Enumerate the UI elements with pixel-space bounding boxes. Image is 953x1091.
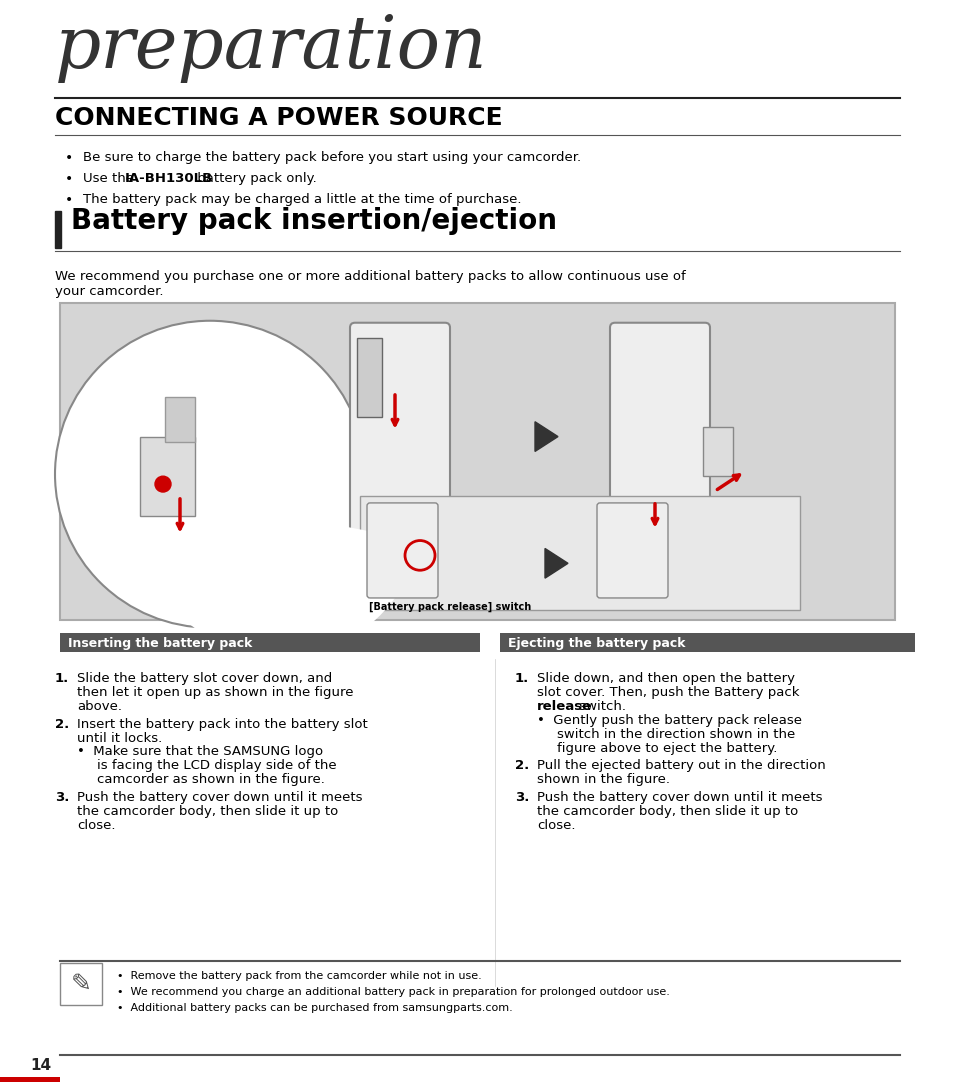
Text: Insert the battery pack into the battery slot: Insert the battery pack into the battery…	[77, 718, 367, 731]
Bar	[60, 963, 102, 1005]
Text: 3.: 3.	[515, 791, 529, 804]
Text: 3.: 3.	[55, 791, 70, 804]
Text: Slide down, and then open the battery: Slide down, and then open the battery	[537, 672, 794, 685]
Bar	[702, 427, 732, 476]
Text: 2.: 2.	[55, 718, 70, 731]
Text: Use the: Use the	[83, 172, 138, 185]
Text: the camcorder body, then slide it up to: the camcorder body, then slide it up to	[77, 805, 338, 818]
Text: until it locks.: until it locks.	[77, 732, 162, 745]
Text: Inserting the battery pack: Inserting the battery pack	[68, 636, 253, 649]
Text: IA-BH130LB: IA-BH130LB	[125, 172, 213, 185]
Text: Push the battery cover down until it meets: Push the battery cover down until it mee…	[77, 791, 362, 804]
Text: above.: above.	[77, 700, 122, 712]
Text: Ejecting the battery pack: Ejecting the battery pack	[507, 636, 685, 649]
Text: The battery pack may be charged a little at the time of purchase.: The battery pack may be charged a little…	[83, 193, 521, 206]
Bar	[55, 211, 61, 249]
Text: switch.: switch.	[575, 700, 625, 712]
Circle shape	[55, 321, 365, 627]
Bar	[60, 633, 479, 652]
Text: Make sure that the SAMSUNG logo: Make sure that the SAMSUNG logo	[89, 745, 323, 758]
Text: Battery pack insertion/ejection: Battery pack insertion/ejection	[71, 206, 557, 235]
Bar	[60, 303, 894, 620]
Text: slot cover. Then, push the Battery pack: slot cover. Then, push the Battery pack	[537, 686, 799, 699]
Text: close.: close.	[77, 818, 115, 831]
Bar	[359, 496, 800, 610]
Text: ✎: ✎	[71, 972, 91, 996]
Text: camcorder as shown in the figure.: camcorder as shown in the figure.	[97, 774, 325, 787]
Text: We recommend you purchase one or more additional battery packs to allow continuo: We recommend you purchase one or more ad…	[55, 271, 685, 298]
Text: the camcorder body, then slide it up to: the camcorder body, then slide it up to	[537, 805, 798, 818]
Text: 14: 14	[30, 1058, 51, 1074]
Text: battery pack only.: battery pack only.	[193, 172, 316, 185]
Text: •: •	[65, 193, 73, 207]
Text: •: •	[65, 152, 73, 166]
Text: •  We recommend you charge an additional battery pack in preparation for prolong: • We recommend you charge an additional …	[117, 987, 669, 997]
Text: shown in the figure.: shown in the figure.	[537, 774, 669, 787]
Text: Slide the battery slot cover down, and: Slide the battery slot cover down, and	[77, 672, 332, 685]
Text: [Battery pack release] switch: [Battery pack release] switch	[369, 602, 531, 612]
Text: Push the battery cover down until it meets: Push the battery cover down until it mee…	[537, 791, 821, 804]
Text: •  Additional battery packs can be purchased from samsungparts.com.: • Additional battery packs can be purcha…	[117, 1003, 512, 1012]
Text: Pull the ejected battery out in the direction: Pull the ejected battery out in the dire…	[537, 759, 825, 772]
Text: Gently push the battery pack release: Gently push the battery pack release	[548, 714, 801, 727]
Text: 1.: 1.	[515, 672, 529, 685]
Bar	[0, 1077, 60, 1082]
Text: is facing the LCD display side of the: is facing the LCD display side of the	[97, 759, 336, 772]
FancyBboxPatch shape	[597, 503, 667, 598]
Bar	[140, 436, 194, 516]
Text: 1.: 1.	[55, 672, 70, 685]
Text: •: •	[77, 745, 85, 758]
Text: preparation: preparation	[55, 13, 487, 83]
Text: figure above to eject the battery.: figure above to eject the battery.	[557, 742, 777, 755]
Polygon shape	[544, 549, 567, 578]
Circle shape	[154, 476, 171, 492]
FancyBboxPatch shape	[609, 323, 709, 551]
Circle shape	[405, 540, 435, 571]
FancyBboxPatch shape	[350, 323, 450, 551]
Text: switch in the direction shown in the: switch in the direction shown in the	[557, 728, 795, 741]
Text: •: •	[65, 172, 73, 187]
Polygon shape	[535, 422, 558, 452]
Bar	[356, 337, 381, 417]
FancyBboxPatch shape	[367, 503, 437, 598]
Text: close.: close.	[537, 818, 575, 831]
Bar	[165, 397, 194, 442]
Text: 2.: 2.	[515, 759, 529, 772]
Text: •  Remove the battery pack from the camcorder while not in use.: • Remove the battery pack from the camco…	[117, 971, 481, 981]
Text: Be sure to charge the battery pack before you start using your camcorder.: Be sure to charge the battery pack befor…	[83, 152, 580, 165]
Text: release: release	[537, 700, 592, 712]
Text: then let it open up as shown in the figure: then let it open up as shown in the figu…	[77, 686, 354, 699]
Bar	[499, 633, 914, 652]
Text: CONNECTING A POWER SOURCE: CONNECTING A POWER SOURCE	[55, 106, 502, 130]
Text: •: •	[537, 714, 544, 727]
